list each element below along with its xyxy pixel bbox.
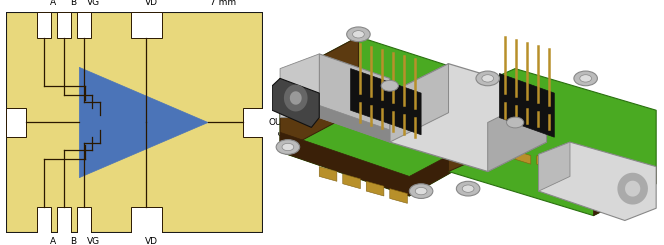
Polygon shape <box>280 54 319 118</box>
Polygon shape <box>537 156 552 169</box>
Circle shape <box>282 143 293 151</box>
Polygon shape <box>449 69 656 216</box>
Polygon shape <box>280 37 487 196</box>
Polygon shape <box>558 160 574 174</box>
Polygon shape <box>319 54 390 142</box>
Circle shape <box>415 187 427 195</box>
Text: 6 mm: 6 mm <box>279 110 288 135</box>
Circle shape <box>574 71 598 86</box>
Polygon shape <box>449 122 515 172</box>
Text: B: B <box>70 237 76 245</box>
Bar <box>243 108 263 137</box>
Text: 7 mm: 7 mm <box>210 0 236 7</box>
Bar <box>37 12 51 38</box>
Polygon shape <box>390 64 449 142</box>
Circle shape <box>409 184 433 198</box>
Text: OUT: OUT <box>269 118 288 127</box>
Circle shape <box>476 71 499 86</box>
Text: B: B <box>70 0 76 7</box>
Polygon shape <box>618 173 648 205</box>
Polygon shape <box>79 67 208 178</box>
Bar <box>78 207 92 233</box>
Polygon shape <box>290 91 301 105</box>
Polygon shape <box>390 64 546 172</box>
Polygon shape <box>539 142 570 191</box>
Polygon shape <box>351 69 421 135</box>
Polygon shape <box>539 142 656 220</box>
Polygon shape <box>625 181 640 196</box>
Polygon shape <box>343 174 361 189</box>
Bar <box>6 108 26 137</box>
Bar <box>131 12 162 38</box>
Polygon shape <box>487 93 546 172</box>
Text: A: A <box>50 237 56 245</box>
Polygon shape <box>390 189 408 203</box>
Polygon shape <box>499 74 554 137</box>
Polygon shape <box>319 167 337 181</box>
Polygon shape <box>280 132 487 196</box>
Bar <box>131 207 162 233</box>
Bar <box>57 207 71 233</box>
Polygon shape <box>280 37 359 152</box>
Polygon shape <box>284 85 307 111</box>
Polygon shape <box>594 167 656 216</box>
Bar <box>37 207 51 233</box>
Circle shape <box>347 27 371 42</box>
Circle shape <box>276 140 299 154</box>
Text: A: A <box>50 0 56 7</box>
Circle shape <box>381 80 398 91</box>
Text: VG: VG <box>87 0 100 7</box>
Text: VD: VD <box>145 0 157 7</box>
Text: VG: VG <box>87 237 100 245</box>
Polygon shape <box>319 105 390 142</box>
Circle shape <box>507 117 524 128</box>
Circle shape <box>456 181 480 196</box>
Polygon shape <box>272 78 319 127</box>
Bar <box>57 12 71 38</box>
Circle shape <box>482 75 493 82</box>
Bar <box>78 12 92 38</box>
Polygon shape <box>367 181 384 196</box>
Circle shape <box>353 31 365 38</box>
Circle shape <box>580 75 592 82</box>
Circle shape <box>462 185 474 192</box>
Polygon shape <box>515 151 531 164</box>
Text: VD: VD <box>145 237 157 245</box>
